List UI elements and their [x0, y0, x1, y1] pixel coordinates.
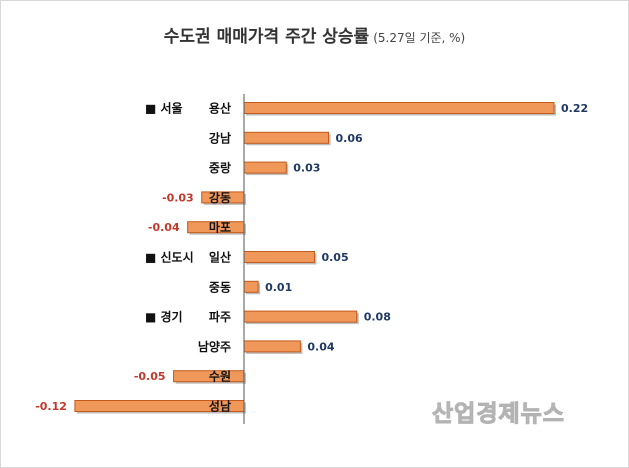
bar-일산: [243, 251, 315, 263]
category-label: 남양주: [198, 339, 231, 354]
group-label: ■ 신도시: [145, 250, 194, 265]
value-label: 0.05: [321, 251, 348, 264]
category-label: 마포: [209, 220, 231, 235]
chart-title-subtitle: (5.27일 기준, %): [373, 31, 466, 45]
bar-남양주: [243, 340, 301, 353]
value-label: -0.12: [35, 400, 67, 413]
value-label: 0.01: [265, 281, 292, 294]
value-label: -0.04: [148, 221, 180, 234]
value-label: 0.22: [561, 102, 588, 115]
group-label: ■ 서울: [145, 101, 183, 116]
bar-파주: [243, 310, 358, 323]
chart-title-main: 수도권 매매가격 주간 상승률: [163, 27, 370, 47]
value-label: 0.03: [293, 162, 320, 175]
category-label: 강동: [209, 191, 231, 205]
bar-중동: [243, 280, 259, 293]
category-label: 중랑: [209, 161, 231, 175]
bar-용산: [243, 102, 555, 114]
value-label: -0.05: [134, 370, 166, 383]
bar-중랑: [243, 161, 287, 174]
category-label: 파주: [209, 309, 231, 324]
value-label: 0.04: [307, 340, 334, 353]
category-label: 일산: [209, 250, 231, 265]
value-label: -0.03: [162, 191, 194, 204]
watermark-text: 산업경제뉴스: [432, 401, 565, 428]
category-label: 성남: [209, 399, 231, 414]
value-label: 0.08: [364, 311, 391, 324]
group-label: ■ 경기: [145, 309, 183, 324]
category-label: 수원: [209, 370, 231, 384]
category-label: 중동: [209, 280, 231, 294]
chart-title: 수도권 매매가격 주간 상승률 (5.27일 기준, %): [0, 22, 629, 47]
value-label: 0.06: [336, 132, 363, 145]
bar-강남: [243, 131, 330, 144]
category-label: 용산: [209, 101, 231, 116]
category-label: 강남: [209, 130, 231, 145]
